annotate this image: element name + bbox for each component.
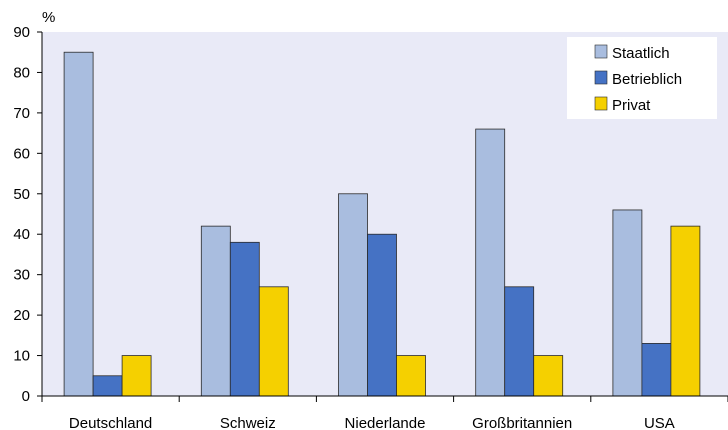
- bars-group: [63, 51, 701, 397]
- bar-staatlich-niederlande: [338, 193, 368, 397]
- bar-betrieblich-usa: [641, 343, 672, 397]
- y-tick-label: 0: [22, 388, 30, 405]
- bar-staatlich-schweiz: [200, 225, 231, 397]
- bar-betrieblich-großbritannien: [504, 286, 535, 397]
- legend-swatch-privat: [594, 96, 608, 111]
- x-category-label: Schweiz: [220, 415, 276, 430]
- bar-privat-usa: [670, 225, 701, 397]
- bar-privat-großbritannien: [533, 355, 564, 397]
- bar-privat-schweiz: [258, 286, 289, 397]
- bar-staatlich-usa: [612, 209, 643, 397]
- legend-box: [567, 37, 717, 119]
- legend-swatch-staatlich: [594, 44, 608, 59]
- bar-privat-niederlande: [396, 355, 426, 397]
- y-tick-label: 90: [13, 24, 30, 41]
- y-tick-label: 70: [13, 105, 30, 122]
- y-tick-label: 20: [13, 307, 30, 324]
- legend: Staatlich Betrieblich Privat: [567, 37, 717, 119]
- legend-label-betrieblich: Betrieblich: [612, 71, 682, 88]
- bar-betrieblich-deutschland: [92, 375, 123, 397]
- y-tick-label: 50: [13, 186, 30, 203]
- x-category-label: USA: [644, 415, 675, 430]
- legend-label-staatlich: Staatlich: [612, 45, 670, 62]
- y-tick-label: 10: [13, 348, 30, 365]
- x-category-label: Deutschland: [69, 415, 152, 430]
- legend-swatch-betrieblich: [594, 70, 608, 85]
- y-tick-label: 80: [13, 64, 30, 81]
- y-tick-label: 30: [13, 267, 30, 284]
- legend-label-privat: Privat: [612, 97, 651, 114]
- axes-group: 0 10 20 30 40 50 60 70 80 90 Deutschland Schweiz Nie…: [13, 24, 728, 430]
- x-category-label: Niederlande: [345, 415, 426, 430]
- bar-staatlich-deutschland: [63, 51, 94, 397]
- bar-staatlich-großbritannien: [475, 128, 506, 397]
- bar-privat-deutschland: [121, 355, 152, 397]
- y-tick-label: 40: [13, 226, 30, 243]
- y-tick-label: 60: [13, 145, 30, 162]
- bar-betrieblich-niederlande: [367, 233, 397, 397]
- bar-betrieblich-schweiz: [229, 241, 260, 397]
- x-category-label: Großbritannien: [472, 415, 572, 430]
- y-axis-unit-label: %: [42, 9, 55, 26]
